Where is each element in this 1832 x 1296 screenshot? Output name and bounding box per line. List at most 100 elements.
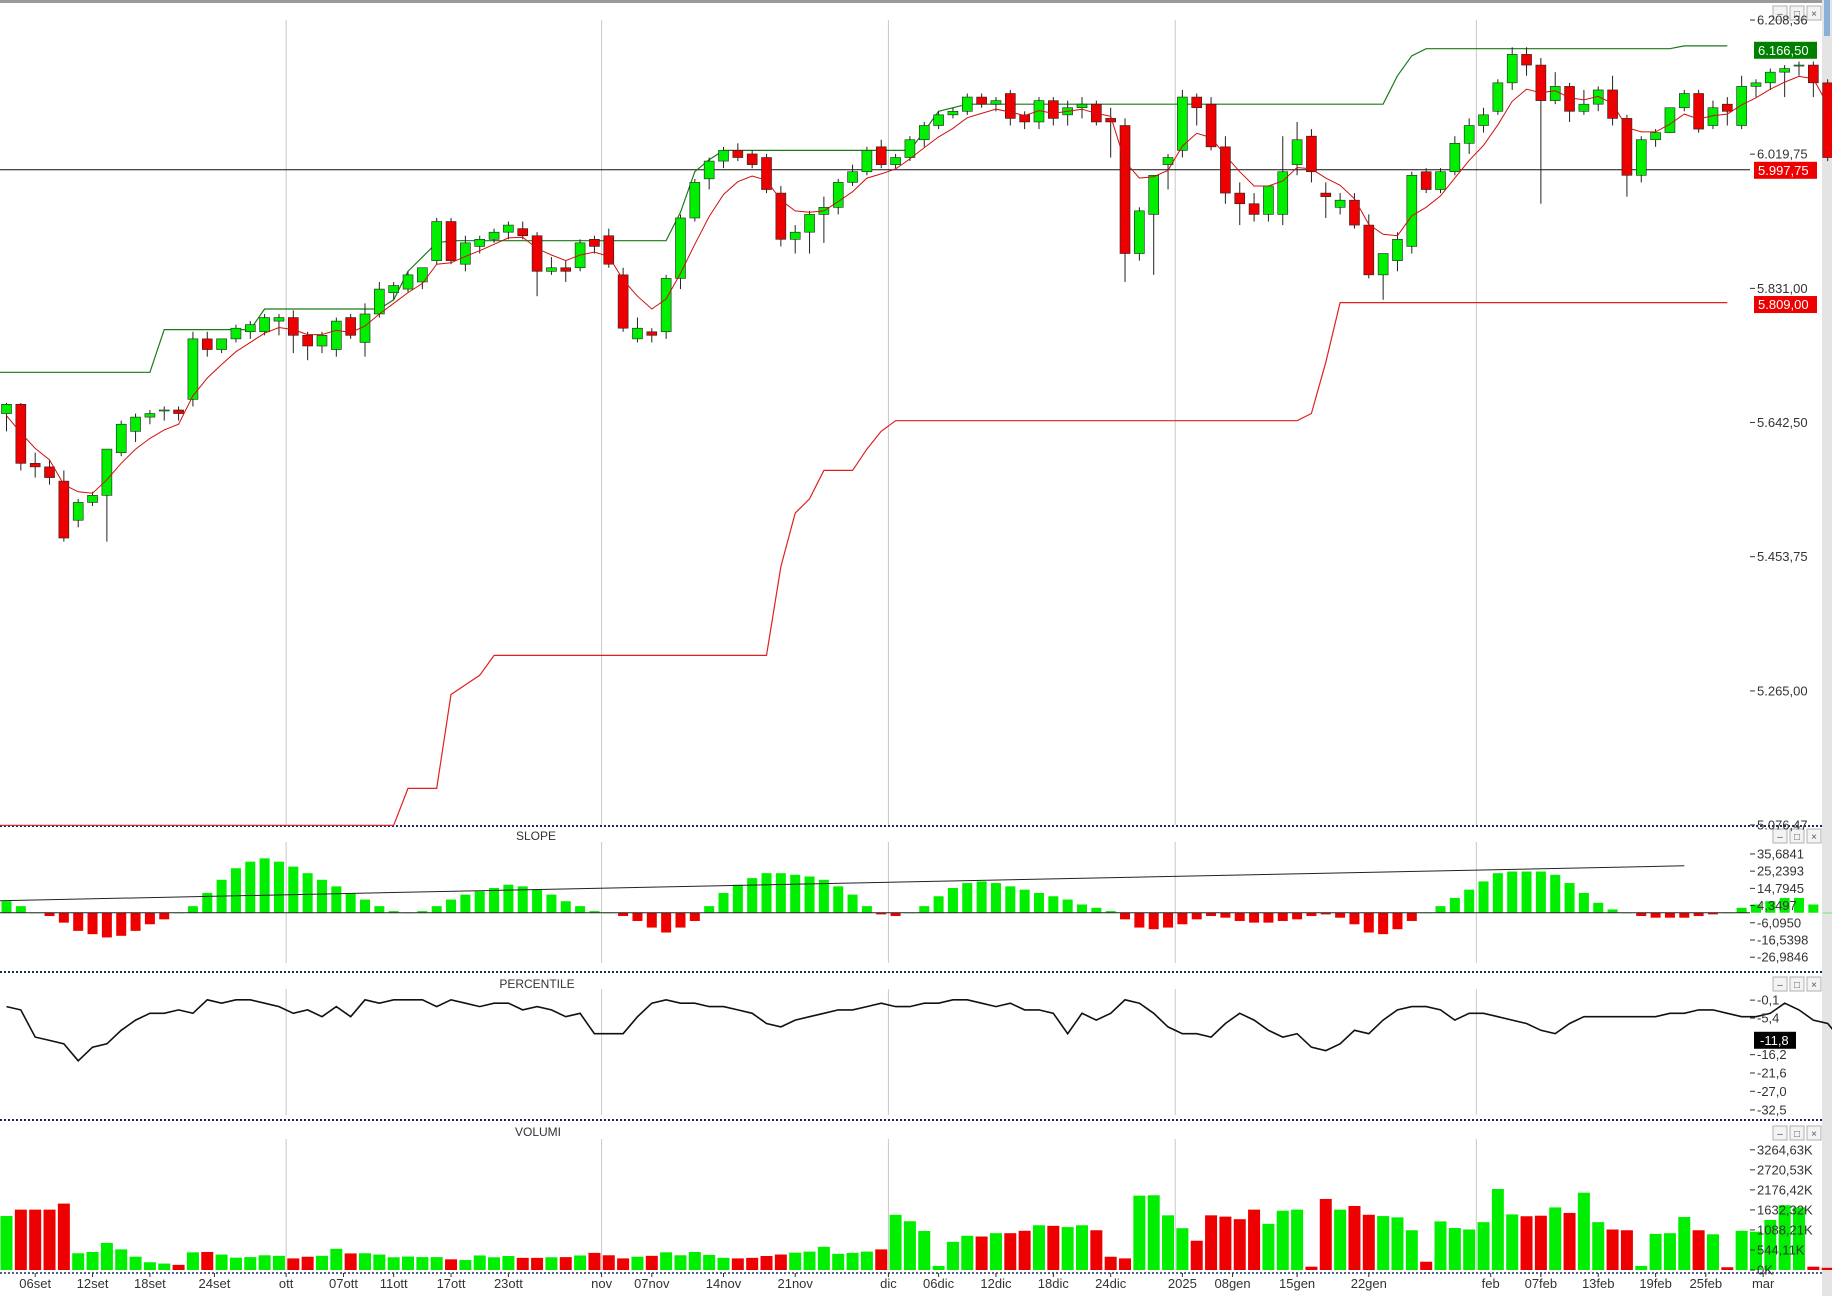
candle[interactable] xyxy=(460,235,471,272)
candle[interactable] xyxy=(1578,89,1590,115)
right-scrollbar[interactable] xyxy=(1822,0,1832,1296)
candle[interactable] xyxy=(1822,79,1832,162)
candle[interactable] xyxy=(1033,97,1045,130)
minimize-icon-box[interactable] xyxy=(1772,828,1788,844)
maximize-icon[interactable]: □ xyxy=(1789,828,1805,844)
candle[interactable] xyxy=(1,402,12,432)
candle[interactable] xyxy=(617,267,629,332)
candle[interactable] xyxy=(890,153,901,169)
candle[interactable] xyxy=(1678,89,1690,112)
candle[interactable] xyxy=(431,217,443,265)
candle[interactable] xyxy=(1535,57,1547,204)
candle[interactable] xyxy=(1549,72,1561,105)
candle[interactable] xyxy=(632,317,643,343)
candle[interactable] xyxy=(44,459,55,485)
candle[interactable] xyxy=(201,331,213,357)
candle[interactable] xyxy=(374,281,385,318)
candle[interactable] xyxy=(1263,185,1274,222)
candle[interactable] xyxy=(402,271,414,293)
close-icon[interactable]: × xyxy=(1806,5,1822,21)
candle[interactable] xyxy=(1506,47,1518,90)
candle[interactable] xyxy=(216,338,227,354)
candle[interactable] xyxy=(1377,253,1389,300)
candle[interactable] xyxy=(331,317,342,357)
candle[interactable] xyxy=(302,331,313,361)
maximize-icon[interactable]: □ xyxy=(1789,5,1805,21)
minimize-icon[interactable]: – xyxy=(1772,828,1788,844)
candle[interactable] xyxy=(503,221,514,240)
close-icon[interactable]: × xyxy=(1806,828,1822,844)
candle[interactable] xyxy=(1564,82,1575,122)
candle[interactable] xyxy=(1420,168,1432,194)
candle[interactable] xyxy=(1765,68,1776,90)
candle[interactable] xyxy=(976,93,987,108)
candle[interactable] xyxy=(818,196,830,243)
candle[interactable] xyxy=(775,185,787,247)
candle[interactable] xyxy=(1004,89,1016,126)
candle[interactable] xyxy=(29,452,41,478)
candle[interactable] xyxy=(1722,97,1733,126)
candle[interactable] xyxy=(1076,97,1088,119)
candle[interactable] xyxy=(1793,61,1805,76)
candle[interactable] xyxy=(904,136,916,162)
candle[interactable] xyxy=(1177,89,1188,158)
candle[interactable] xyxy=(388,281,399,300)
minimize-icon-box[interactable] xyxy=(1772,5,1788,21)
candle[interactable] xyxy=(1478,107,1489,133)
volume-panel[interactable]: VOLUMI 3264,63K 2720,53K 2176,42K 1632,32K 10… xyxy=(0,1125,1832,1278)
minimize-icon-box[interactable] xyxy=(1772,976,1788,992)
candle[interactable] xyxy=(1736,75,1747,130)
maximize-icon-box[interactable] xyxy=(1789,976,1805,992)
candle[interactable] xyxy=(1248,193,1260,222)
candle[interactable] xyxy=(804,210,815,254)
candle[interactable] xyxy=(130,413,141,442)
candle[interactable] xyxy=(1693,89,1704,133)
candle[interactable] xyxy=(1592,86,1604,112)
candle[interactable] xyxy=(732,143,744,162)
candle[interactable] xyxy=(101,448,113,542)
candle[interactable] xyxy=(961,93,973,115)
candle[interactable] xyxy=(1234,182,1246,226)
candle[interactable] xyxy=(488,228,500,243)
maximize-icon[interactable]: □ xyxy=(1789,1125,1805,1141)
candle[interactable] xyxy=(359,303,371,357)
candle[interactable] xyxy=(761,153,772,194)
candle[interactable] xyxy=(746,150,758,169)
candle[interactable] xyxy=(1119,118,1131,282)
candle[interactable] xyxy=(15,402,27,471)
candle[interactable] xyxy=(1320,182,1332,218)
candle[interactable] xyxy=(918,121,930,147)
candle[interactable] xyxy=(1306,129,1317,183)
candle[interactable] xyxy=(646,328,658,343)
candle[interactable] xyxy=(316,331,328,354)
candle[interactable] xyxy=(1220,136,1231,204)
candle[interactable] xyxy=(1019,111,1030,130)
candle[interactable] xyxy=(1449,136,1461,176)
candle[interactable] xyxy=(1334,193,1346,215)
close-icon-box[interactable] xyxy=(1806,828,1822,844)
candle[interactable] xyxy=(273,313,285,336)
candle[interactable] xyxy=(1750,79,1762,98)
candle[interactable] xyxy=(589,235,600,254)
maximize-icon-box[interactable] xyxy=(1789,5,1805,21)
candle[interactable] xyxy=(675,214,686,290)
candle[interactable] xyxy=(1635,136,1647,183)
candle[interactable] xyxy=(603,228,615,268)
slope-panel[interactable]: SLOPE 35,6841 25,2393 14,7945 4,3497 -6,0950 -… xyxy=(0,829,1832,965)
candle[interactable] xyxy=(1148,174,1159,275)
scroll-thumb[interactable] xyxy=(1824,0,1830,36)
candle[interactable] xyxy=(947,107,959,119)
candle[interactable] xyxy=(718,146,729,169)
candle[interactable] xyxy=(517,221,529,240)
close-icon-box[interactable] xyxy=(1806,976,1822,992)
candle[interactable] xyxy=(115,420,127,457)
maximize-icon-box[interactable] xyxy=(1789,1125,1805,1141)
candle[interactable] xyxy=(861,146,873,176)
candle[interactable] xyxy=(1363,214,1375,279)
candle[interactable] xyxy=(259,313,270,336)
candle[interactable] xyxy=(1621,114,1633,197)
candle[interactable] xyxy=(1463,118,1475,154)
close-icon-box[interactable] xyxy=(1806,1125,1822,1141)
candle[interactable] xyxy=(546,257,557,275)
